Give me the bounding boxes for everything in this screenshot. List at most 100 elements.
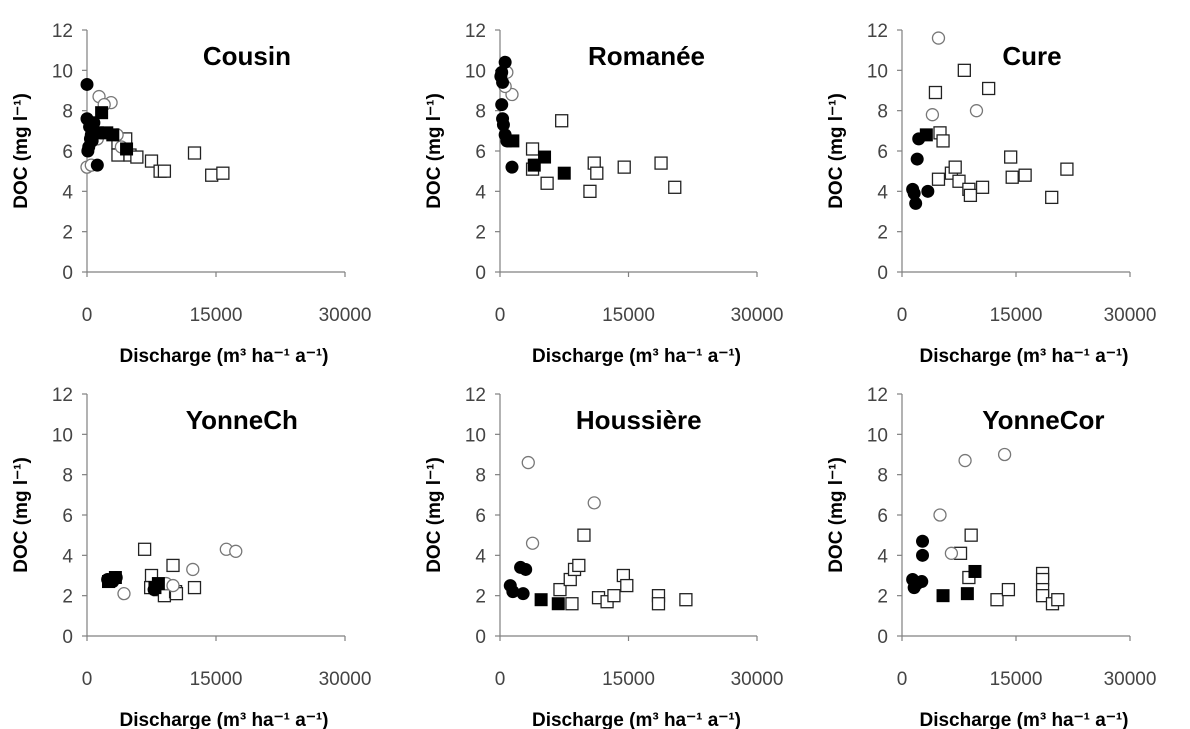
open-square-point bbox=[205, 168, 219, 182]
open-square-point bbox=[540, 176, 554, 190]
y-tick-label: 0 bbox=[877, 263, 888, 284]
open-square-point bbox=[1060, 162, 1074, 176]
y-tick-label: 2 bbox=[62, 223, 73, 244]
open-square-point bbox=[975, 180, 990, 194]
open-square-point bbox=[1018, 168, 1032, 182]
filled-square-point bbox=[538, 150, 552, 164]
open-square-point bbox=[577, 528, 591, 542]
y-tick-label: 6 bbox=[62, 142, 73, 163]
x-tick-label: 0 bbox=[495, 669, 506, 690]
chart-panel-4: 0 2 4 6 8 10 12 0 15000 30000 YonneCh Discharge (m³… bbox=[11, 385, 371, 729]
y-tick-label: 12 bbox=[52, 21, 73, 42]
y-tick-label: 6 bbox=[475, 142, 486, 163]
x-tick-label: 15000 bbox=[602, 305, 655, 326]
filled-circle-point bbox=[505, 160, 519, 174]
open-square-point bbox=[216, 166, 230, 180]
open-square-point bbox=[990, 593, 1004, 607]
open-square-point bbox=[651, 597, 666, 611]
open-square-point bbox=[928, 85, 943, 100]
y-tick-label: 4 bbox=[475, 546, 486, 567]
x-tick-label: 30000 bbox=[1104, 669, 1157, 690]
x-tick-label: 30000 bbox=[731, 669, 784, 690]
chart-title: Cure bbox=[1002, 41, 1061, 71]
open-square-point bbox=[572, 558, 586, 573]
y-axis-label: DOC (mg l⁻¹) bbox=[424, 457, 445, 573]
open-square-point bbox=[931, 172, 946, 186]
open-square-point bbox=[668, 180, 682, 194]
y-tick-label: 8 bbox=[62, 466, 73, 487]
x-axis-label: Discharge (m³ ha⁻¹ a⁻¹) bbox=[119, 710, 328, 729]
filled-circle-point bbox=[916, 548, 930, 562]
y-tick-label: 4 bbox=[475, 182, 486, 203]
y-tick-label: 6 bbox=[877, 506, 888, 527]
filled-square-point bbox=[120, 142, 134, 156]
y-tick-label: 8 bbox=[877, 102, 888, 123]
filled-circle-point bbox=[506, 585, 520, 599]
y-tick-label: 10 bbox=[52, 425, 73, 446]
filled-circle-point bbox=[910, 152, 924, 166]
y-tick-label: 2 bbox=[877, 587, 888, 608]
chart-title: YonneCor bbox=[982, 405, 1104, 435]
x-tick-label: 15000 bbox=[602, 669, 655, 690]
filled-circle-point bbox=[503, 134, 517, 148]
x-tick-label: 0 bbox=[82, 669, 93, 690]
filled-circle-point bbox=[912, 132, 926, 146]
filled-square-point bbox=[557, 166, 571, 180]
open-circle-point bbox=[229, 544, 243, 558]
filled-square-point bbox=[551, 597, 565, 611]
y-tick-label: 4 bbox=[877, 182, 888, 203]
open-circle-point bbox=[117, 587, 131, 601]
y-tick-label: 4 bbox=[62, 546, 73, 567]
y-tick-label: 6 bbox=[475, 506, 486, 527]
filled-circle-point bbox=[87, 116, 101, 130]
y-tick-label: 8 bbox=[475, 102, 486, 123]
chart-panel-6: 0 2 4 6 8 10 12 0 15000 30000 YonneCor Discharge (m… bbox=[826, 385, 1156, 729]
x-tick-label: 30000 bbox=[319, 305, 372, 326]
chart-title: YonneCh bbox=[186, 405, 298, 435]
open-square-point bbox=[964, 528, 978, 542]
x-tick-label: 0 bbox=[897, 305, 908, 326]
open-circle-point bbox=[958, 453, 972, 468]
x-tick-label: 15000 bbox=[990, 305, 1043, 326]
y-tick-label: 4 bbox=[877, 546, 888, 567]
filled-square-point bbox=[968, 564, 982, 578]
open-square-point bbox=[1045, 190, 1059, 205]
open-square-point bbox=[187, 580, 202, 595]
chart-panel-2: 0 2 4 6 8 10 12 0 15000 30000 Romanée Discharge (m³… bbox=[424, 21, 783, 367]
y-tick-label: 12 bbox=[465, 385, 486, 406]
y-tick-label: 12 bbox=[867, 21, 888, 42]
filled-circle-point bbox=[83, 132, 97, 146]
filled-circle-point bbox=[915, 575, 929, 589]
open-square-point bbox=[654, 156, 668, 170]
x-axis-label: Discharge (m³ ha⁻¹ a⁻¹) bbox=[119, 346, 328, 367]
filled-circle-point bbox=[81, 144, 95, 158]
y-tick-label: 2 bbox=[475, 587, 486, 608]
y-axis-label: DOC (mg l⁻¹) bbox=[424, 93, 445, 209]
filled-circle-point bbox=[495, 98, 509, 112]
y-tick-label: 2 bbox=[475, 223, 486, 244]
y-tick-label: 8 bbox=[62, 102, 73, 123]
x-axis-label: Discharge (m³ ha⁻¹ a⁻¹) bbox=[532, 710, 741, 729]
open-square-point bbox=[157, 164, 172, 178]
open-circle-point bbox=[933, 508, 947, 522]
open-square-point bbox=[617, 160, 631, 174]
filled-square-point bbox=[960, 587, 974, 601]
y-tick-label: 4 bbox=[62, 182, 73, 203]
y-tick-label: 6 bbox=[877, 142, 888, 163]
y-tick-label: 6 bbox=[62, 506, 73, 527]
y-tick-label: 2 bbox=[62, 587, 73, 608]
x-tick-label: 0 bbox=[495, 305, 506, 326]
chart-panel-5: 0 2 4 6 8 10 12 0 15000 30000 Houssière Discharge (… bbox=[424, 385, 783, 729]
chart-title: Romanée bbox=[588, 41, 705, 71]
open-square-point bbox=[187, 146, 202, 160]
y-tick-label: 12 bbox=[867, 385, 888, 406]
open-square-point bbox=[1035, 589, 1050, 603]
filled-square-point bbox=[936, 589, 950, 603]
open-square-point bbox=[553, 582, 567, 597]
filled-circle-point bbox=[496, 118, 510, 132]
y-axis-label: DOC (mg l⁻¹) bbox=[11, 93, 32, 209]
open-circle-point bbox=[925, 108, 940, 122]
x-tick-label: 15000 bbox=[190, 669, 243, 690]
x-tick-label: 30000 bbox=[319, 669, 372, 690]
x-tick-label: 30000 bbox=[731, 305, 784, 326]
